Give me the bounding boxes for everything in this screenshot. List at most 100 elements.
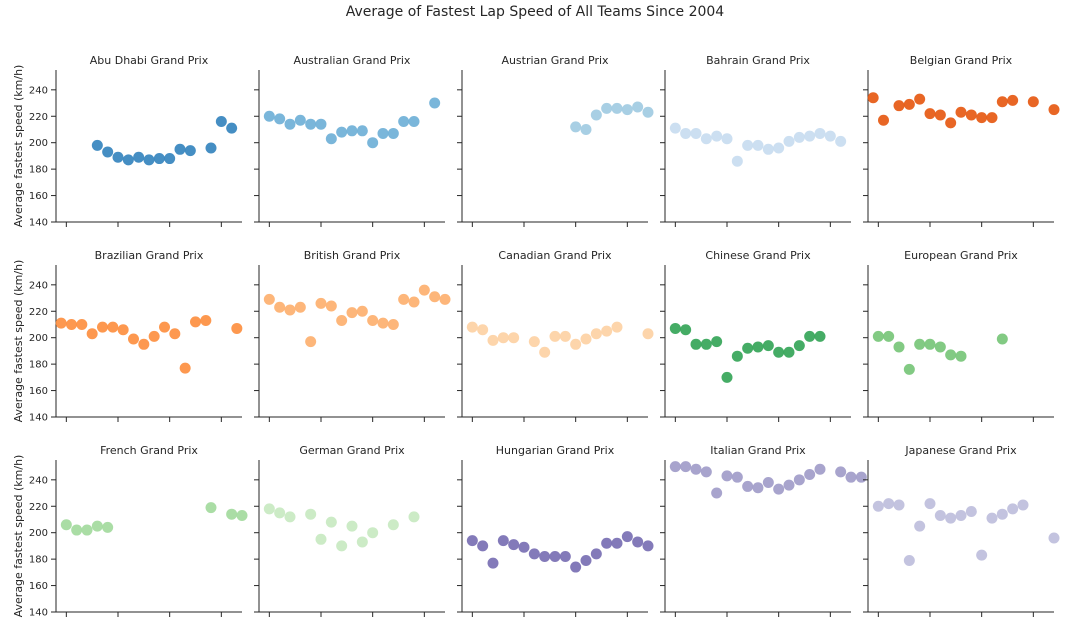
data-point (752, 482, 764, 494)
data-point (783, 479, 795, 491)
y-tick-label: 160 (29, 581, 48, 592)
data-point (804, 330, 816, 342)
data-point (845, 471, 857, 483)
data-point (742, 342, 754, 354)
data-point (742, 139, 754, 151)
data-point (174, 143, 186, 155)
data-point (346, 125, 358, 137)
data-point (76, 318, 88, 330)
y-tick-label: 180 (29, 555, 48, 566)
y-axis-label: Average fastest speed (km/h) (12, 65, 25, 228)
data-point (429, 97, 441, 109)
data-point (590, 548, 602, 560)
data-point (274, 507, 286, 519)
data-point (159, 321, 170, 333)
data-point (1007, 503, 1019, 515)
data-point (642, 540, 654, 552)
data-point (367, 527, 379, 539)
data-point (179, 362, 191, 374)
data-point (731, 155, 743, 167)
data-point (632, 101, 644, 113)
data-point (205, 142, 217, 154)
data-point (128, 333, 139, 345)
data-point (315, 533, 327, 545)
data-point (580, 123, 592, 135)
data-point (752, 341, 764, 353)
data-point (559, 550, 571, 562)
data-point (883, 330, 895, 342)
panel-title: British Grand Prix (304, 249, 401, 262)
data-point (1027, 96, 1039, 108)
data-point (783, 135, 795, 147)
data-point (1017, 499, 1029, 511)
data-point (315, 297, 327, 309)
data-point (153, 153, 165, 165)
data-point (914, 93, 926, 105)
data-point (112, 151, 124, 163)
data-point (408, 296, 420, 308)
data-point (580, 554, 592, 566)
data-point (497, 535, 509, 547)
data-point (570, 121, 582, 133)
data-point (477, 540, 489, 552)
data-point (263, 503, 275, 515)
data-point (274, 113, 286, 125)
data-point (924, 498, 936, 510)
data-point (914, 338, 926, 350)
y-tick-label: 240 (29, 475, 48, 486)
y-tick-label: 160 (29, 191, 48, 202)
data-point (528, 548, 540, 560)
panel-title: Bahrain Grand Prix (706, 54, 810, 67)
data-point (996, 508, 1008, 520)
data-point (855, 471, 867, 483)
data-point (284, 118, 296, 130)
data-point (305, 508, 317, 520)
data-point (86, 328, 98, 340)
data-point (418, 284, 430, 296)
data-point (934, 510, 946, 522)
data-point (752, 139, 764, 151)
data-point (231, 322, 243, 334)
data-point (60, 519, 72, 531)
data-point (236, 510, 248, 522)
data-point (835, 466, 847, 478)
data-point (903, 554, 915, 566)
y-tick-label: 140 (29, 218, 48, 229)
data-point (762, 143, 774, 155)
data-point (97, 321, 108, 333)
data-point (742, 480, 754, 492)
data-point (721, 133, 733, 145)
data-point (711, 130, 723, 142)
data-point (611, 321, 623, 333)
data-point (804, 469, 816, 481)
data-point (549, 330, 561, 342)
data-point (903, 363, 915, 375)
data-point (621, 104, 633, 116)
data-point (621, 531, 633, 543)
data-point (945, 117, 957, 129)
data-point (305, 336, 317, 348)
data-point (669, 122, 681, 134)
data-point (325, 516, 337, 528)
panel-title: German Grand Prix (299, 444, 405, 457)
data-point (700, 466, 712, 478)
data-point (356, 536, 368, 548)
data-point (294, 114, 306, 126)
data-point (367, 137, 379, 149)
data-point (377, 127, 389, 139)
data-point (642, 106, 654, 118)
data-point (284, 304, 296, 316)
y-tick-label: 220 (29, 112, 48, 123)
data-point (976, 549, 988, 561)
panel-title: Italian Grand Prix (710, 444, 806, 457)
data-point (955, 106, 967, 118)
data-point (477, 324, 489, 336)
data-point (367, 315, 379, 327)
data-point (1048, 104, 1060, 116)
panel-title: Austrian Grand Prix (501, 54, 609, 67)
data-point (508, 332, 520, 344)
y-tick-label: 180 (29, 165, 48, 176)
data-point (71, 524, 83, 536)
data-point (487, 557, 499, 569)
data-point (996, 333, 1008, 345)
